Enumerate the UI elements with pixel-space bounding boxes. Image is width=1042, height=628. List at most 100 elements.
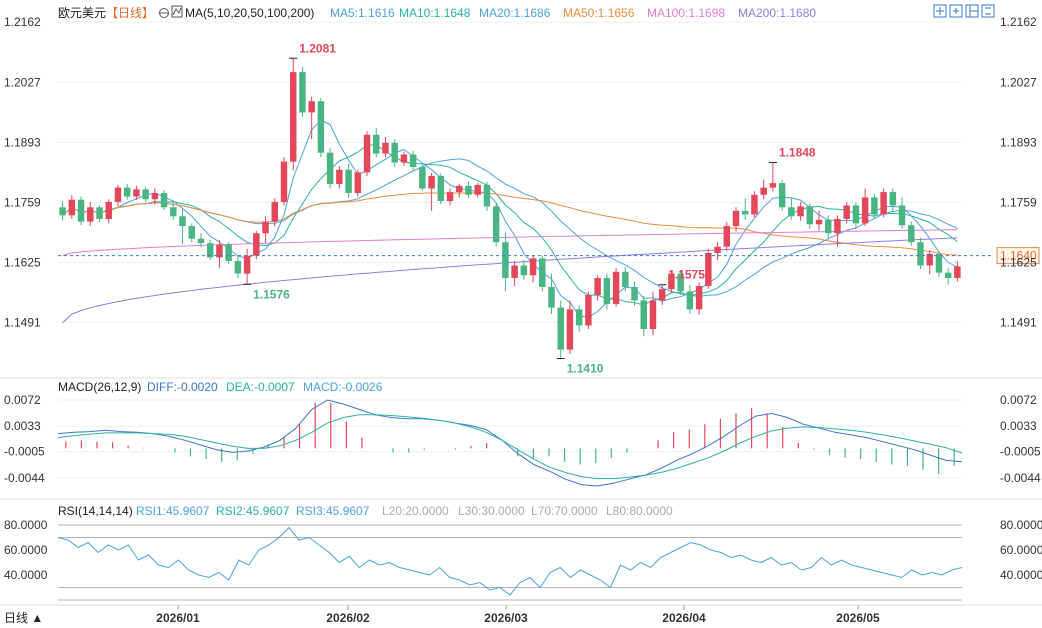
candle-body — [741, 210, 749, 215]
rsi-tick-left: 40.0000 — [4, 568, 48, 582]
candle-body — [834, 218, 841, 234]
candle-body — [400, 154, 408, 163]
candle-body — [622, 271, 629, 287]
settings-icon[interactable] — [159, 8, 169, 18]
macd-value: MACD:-0.0026 — [303, 380, 383, 394]
candle-body — [658, 289, 666, 301]
axis-labels: 1.2162 1.2162 1.2027 1.2027 1.1893 1.1893 1.17… — [4, 15, 1042, 625]
candle-body — [603, 278, 611, 304]
candle-body — [326, 152, 334, 185]
candle-body — [179, 216, 186, 227]
candle-body — [695, 286, 703, 310]
candle-body — [262, 221, 269, 234]
rsi-tick-right: 80.0000 — [1000, 518, 1042, 532]
rsi-line — [57, 526, 963, 596]
period-toggle-label: 日线 ▲ — [4, 611, 43, 625]
x-tick-label: 2026/03 — [484, 611, 528, 625]
chart-type-icon[interactable] — [981, 4, 995, 18]
price-tick-right: 1.1625 — [1000, 255, 1037, 269]
candle-body — [539, 258, 546, 287]
period-toggle[interactable]: 日线 ▲ — [4, 611, 43, 625]
candle-body — [935, 253, 943, 273]
macd-tick-right: 0.0072 — [1000, 393, 1037, 407]
rsi2-value: RSI2:45.9607 — [216, 504, 290, 518]
expand-icon[interactable] — [949, 4, 963, 18]
candle-body — [631, 286, 638, 301]
rsi-title: RSI(14,14,14) — [58, 504, 133, 518]
candle-body — [880, 192, 887, 215]
price-tick-right: 1.2027 — [1000, 75, 1037, 89]
candle-body — [59, 207, 66, 216]
candle-body — [105, 201, 112, 219]
ma50-value: MA50:1.1656 — [563, 6, 635, 20]
candle-body — [206, 243, 214, 258]
candle-body — [483, 184, 491, 207]
candle-body — [437, 175, 445, 202]
candle-body — [465, 185, 472, 195]
candle-body — [944, 272, 952, 279]
candle-body — [409, 154, 417, 168]
candle-body — [566, 309, 574, 350]
macd-panel — [57, 399, 963, 487]
candle-body — [825, 219, 832, 234]
macd-diff-line — [57, 399, 963, 487]
candle-body — [317, 101, 325, 153]
candle-body — [594, 278, 601, 296]
candle-body — [806, 206, 814, 225]
candle-body — [216, 244, 223, 258]
rsi-level-20: L20:20.0000 — [382, 504, 449, 518]
symbol-title: 欧元美元 — [58, 6, 106, 20]
candle-body — [243, 255, 251, 274]
candle-body — [686, 291, 694, 310]
x-tick-label: 2026/01 — [156, 611, 200, 625]
candle-body — [668, 273, 675, 290]
candle-body — [373, 134, 380, 154]
macd-tick-left: 0.0072 — [4, 393, 41, 407]
candle-body — [926, 253, 933, 266]
period-tag[interactable]: 【日线】 — [106, 6, 154, 20]
candle-body — [520, 265, 528, 276]
candle-body — [345, 169, 352, 193]
layout-icon[interactable] — [965, 4, 979, 18]
candle-body — [492, 206, 500, 243]
candle-body — [640, 300, 647, 330]
x-tick-label: 2026/04 — [662, 611, 706, 625]
candle-body — [843, 205, 850, 219]
high-annotation: 1.1575 — [668, 268, 705, 282]
candle-body — [197, 238, 205, 244]
grid-lines — [58, 21, 962, 323]
candle-body — [142, 189, 149, 200]
indicator-icon[interactable] — [171, 5, 183, 18]
candle-body — [871, 197, 878, 215]
candle-body — [382, 142, 389, 154]
rsi-level-30: L30:30.0000 — [458, 504, 525, 518]
candle-body — [705, 252, 712, 287]
candle-body — [760, 187, 767, 195]
candle-body — [908, 225, 915, 243]
ma100-value: MA100:1.1698 — [647, 6, 725, 20]
candle-body — [815, 219, 823, 225]
crosshair-icon[interactable] — [933, 4, 947, 18]
candle-body — [289, 72, 297, 162]
current-price-label: 1.1640 — [1000, 249, 1037, 263]
price-tick-right: 1.1491 — [1000, 315, 1037, 329]
candle-body — [363, 134, 371, 173]
candle-body — [354, 172, 362, 193]
rsi3-value: RSI3:45.9607 — [296, 504, 370, 518]
candle-body — [788, 207, 795, 217]
candle-body — [271, 201, 279, 222]
candle-body — [889, 192, 897, 206]
candle-body — [123, 187, 131, 197]
rsi-tick-left: 60.0000 — [4, 543, 48, 557]
ma20-value: MA20:1.1686 — [479, 6, 551, 20]
candle-body — [511, 265, 518, 279]
candle-body — [234, 261, 242, 274]
candle-body — [77, 199, 85, 222]
price-tick-right: 1.1893 — [1000, 135, 1037, 149]
candle-body — [557, 307, 564, 350]
ma50-line — [62, 192, 958, 256]
candle-body — [151, 192, 159, 200]
candle-body — [585, 295, 592, 326]
